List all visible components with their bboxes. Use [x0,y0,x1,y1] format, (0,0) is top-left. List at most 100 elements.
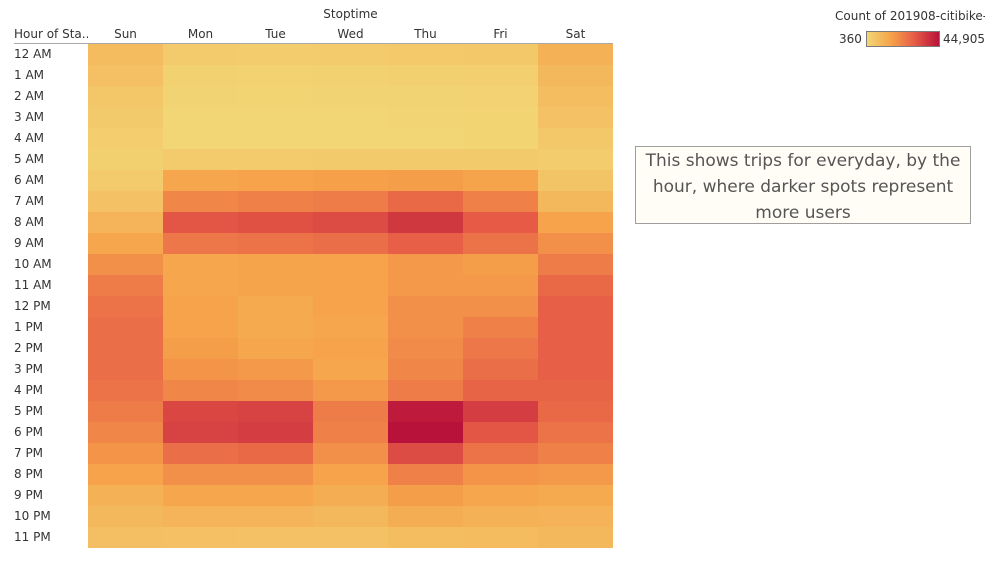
heatmap-cell[interactable] [88,107,163,128]
heatmap-cell[interactable] [238,107,313,128]
heatmap-cell[interactable] [88,464,163,485]
heatmap-cell[interactable] [88,44,163,65]
heatmap-cell[interactable] [238,443,313,464]
heatmap-cell[interactable] [88,338,163,359]
heatmap-cell[interactable] [313,254,388,275]
heatmap-cell[interactable] [463,212,538,233]
heatmap-cell[interactable] [163,65,238,86]
heatmap-cell[interactable] [163,527,238,548]
heatmap-cell[interactable] [88,527,163,548]
heatmap-cell[interactable] [238,191,313,212]
heatmap-cell[interactable] [163,233,238,254]
heatmap-cell[interactable] [88,212,163,233]
heatmap-cell[interactable] [238,422,313,443]
heatmap-cell[interactable] [313,401,388,422]
heatmap-cell[interactable] [388,422,463,443]
heatmap-cell[interactable] [313,275,388,296]
heatmap-cell[interactable] [238,212,313,233]
heatmap-cell[interactable] [238,275,313,296]
heatmap-cell[interactable] [238,338,313,359]
heatmap-cell[interactable] [463,170,538,191]
heatmap-cell[interactable] [463,422,538,443]
heatmap-cell[interactable] [238,149,313,170]
heatmap-cell[interactable] [313,107,388,128]
heatmap-cell[interactable] [163,359,238,380]
heatmap-cell[interactable] [388,464,463,485]
heatmap-cell[interactable] [388,44,463,65]
heatmap-cell[interactable] [313,422,388,443]
heatmap-cell[interactable] [313,233,388,254]
heatmap-cell[interactable] [238,485,313,506]
heatmap-cell[interactable] [313,338,388,359]
heatmap-cell[interactable] [163,422,238,443]
heatmap-cell[interactable] [388,149,463,170]
heatmap-cell[interactable] [238,401,313,422]
heatmap-cell[interactable] [388,128,463,149]
heatmap-cell[interactable] [163,170,238,191]
heatmap-cell[interactable] [388,338,463,359]
heatmap-cell[interactable] [88,170,163,191]
heatmap-cell[interactable] [313,506,388,527]
heatmap-cell[interactable] [388,359,463,380]
heatmap-cell[interactable] [538,86,613,107]
heatmap-cell[interactable] [238,86,313,107]
heatmap-cell[interactable] [238,527,313,548]
heatmap-cell[interactable] [463,191,538,212]
heatmap-cell[interactable] [538,107,613,128]
heatmap-cell[interactable] [88,128,163,149]
heatmap-cell[interactable] [88,296,163,317]
heatmap-cell[interactable] [388,317,463,338]
heatmap-cell[interactable] [313,380,388,401]
heatmap-cell[interactable] [88,380,163,401]
heatmap-cell[interactable] [88,317,163,338]
heatmap-cell[interactable] [238,233,313,254]
heatmap-cell[interactable] [163,443,238,464]
heatmap-cell[interactable] [538,527,613,548]
heatmap-cell[interactable] [163,44,238,65]
heatmap-cell[interactable] [163,275,238,296]
heatmap-cell[interactable] [313,527,388,548]
heatmap-cell[interactable] [88,359,163,380]
heatmap-cell[interactable] [538,212,613,233]
heatmap-cell[interactable] [163,191,238,212]
heatmap-cell[interactable] [538,338,613,359]
heatmap-cell[interactable] [388,107,463,128]
heatmap-cell[interactable] [163,401,238,422]
heatmap-cell[interactable] [313,464,388,485]
heatmap-cell[interactable] [538,191,613,212]
heatmap-cell[interactable] [88,422,163,443]
heatmap-cell[interactable] [388,275,463,296]
heatmap-cell[interactable] [388,401,463,422]
heatmap-cell[interactable] [163,86,238,107]
heatmap-cell[interactable] [463,254,538,275]
heatmap-cell[interactable] [238,254,313,275]
heatmap-cell[interactable] [463,65,538,86]
heatmap-cell[interactable] [463,107,538,128]
heatmap-cell[interactable] [88,149,163,170]
heatmap-cell[interactable] [313,296,388,317]
heatmap-cell[interactable] [313,317,388,338]
heatmap-cell[interactable] [238,506,313,527]
heatmap-cell[interactable] [388,86,463,107]
heatmap-cell[interactable] [388,443,463,464]
heatmap-cell[interactable] [388,380,463,401]
heatmap-cell[interactable] [388,485,463,506]
heatmap-cell[interactable] [463,275,538,296]
heatmap-cell[interactable] [163,149,238,170]
heatmap-cell[interactable] [313,485,388,506]
heatmap-cell[interactable] [463,506,538,527]
heatmap-cell[interactable] [88,191,163,212]
heatmap-cell[interactable] [463,485,538,506]
heatmap-cell[interactable] [388,170,463,191]
heatmap-cell[interactable] [463,338,538,359]
heatmap-cell[interactable] [238,380,313,401]
heatmap-cell[interactable] [538,65,613,86]
heatmap-cell[interactable] [163,380,238,401]
heatmap-cell[interactable] [238,65,313,86]
heatmap-cell[interactable] [538,296,613,317]
heatmap-cell[interactable] [88,506,163,527]
heatmap-cell[interactable] [238,44,313,65]
heatmap-cell[interactable] [538,485,613,506]
heatmap-cell[interactable] [388,233,463,254]
heatmap-cell[interactable] [313,170,388,191]
